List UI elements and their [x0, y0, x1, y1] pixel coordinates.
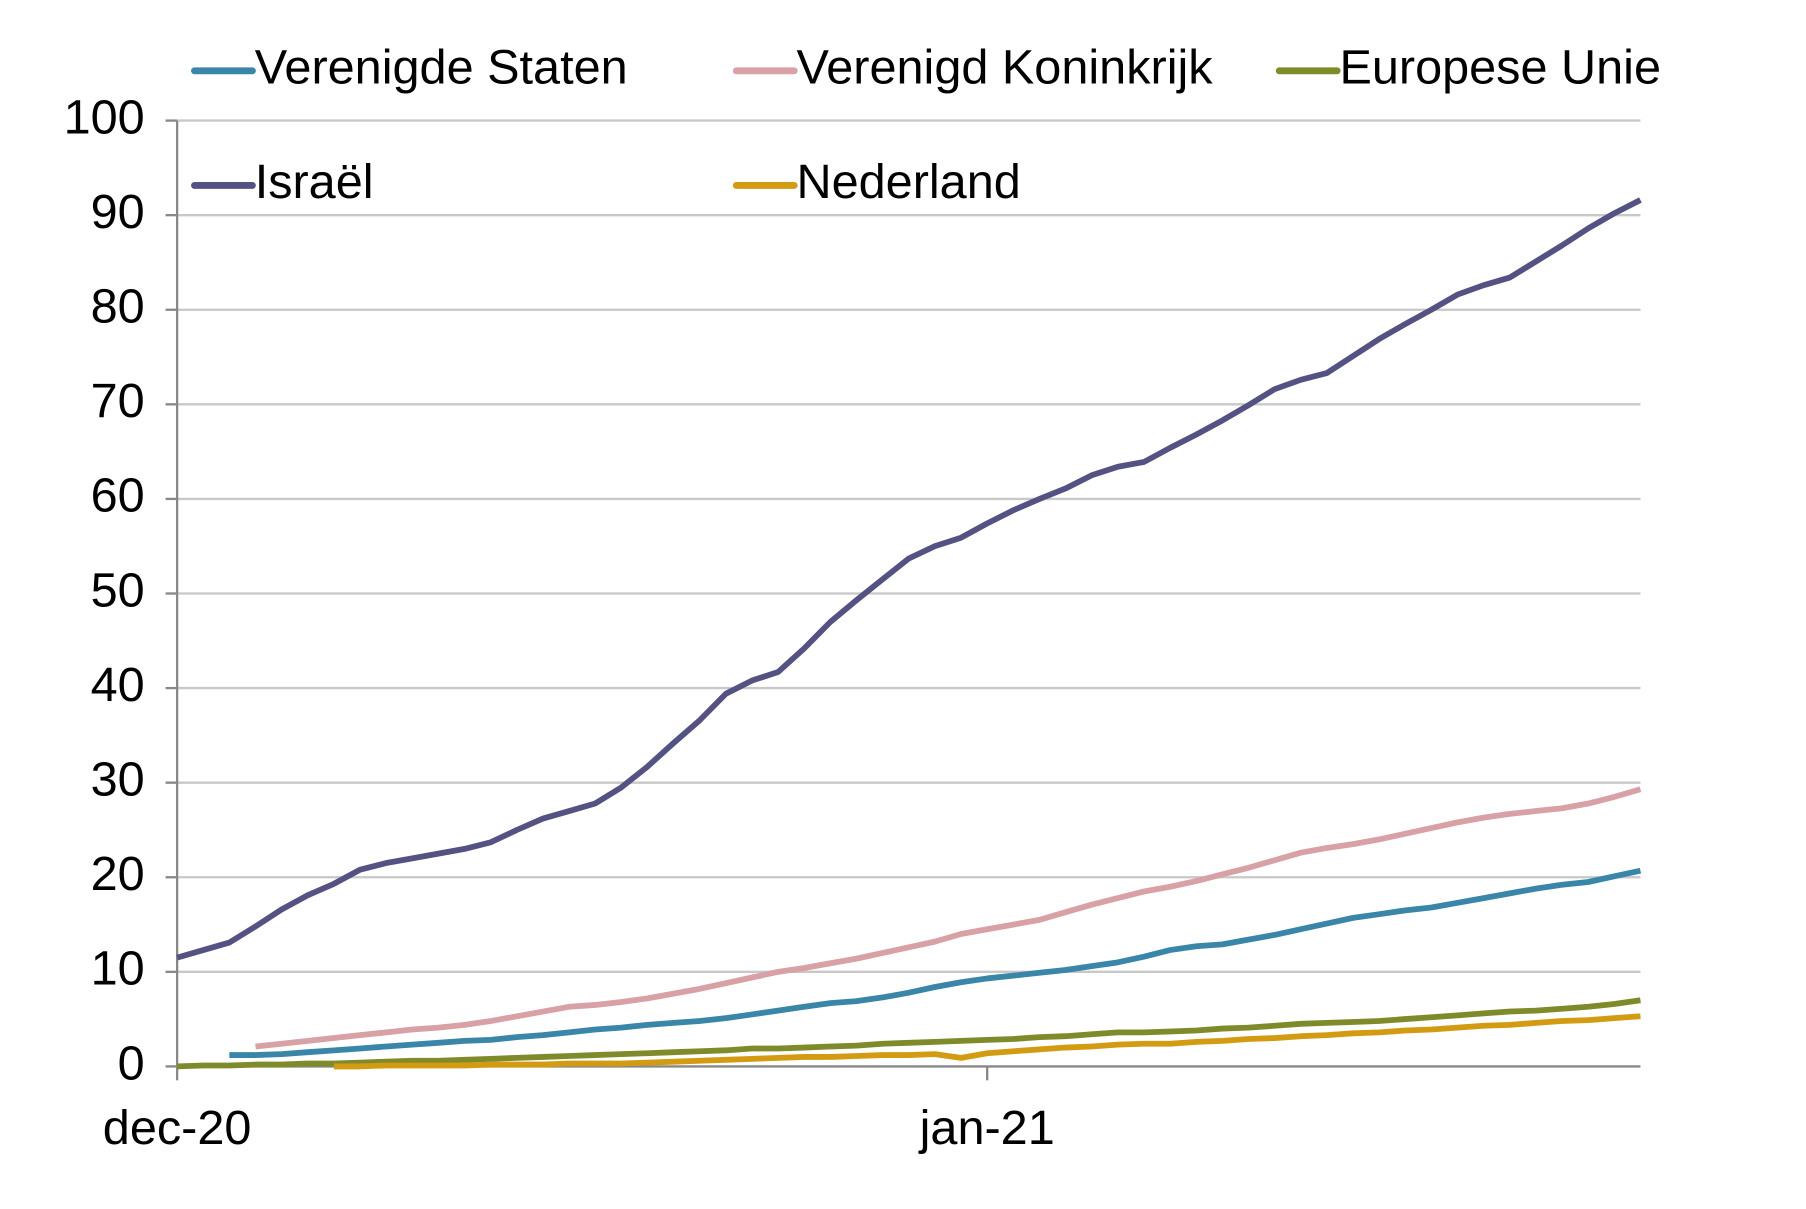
y-tick-label: 80: [91, 280, 145, 334]
series-line: [255, 786, 1642, 1050]
y-tick-label: 30: [91, 753, 145, 807]
legend-label: Israël: [255, 155, 374, 209]
x-tick-label: dec-20: [103, 1101, 252, 1155]
y-tick-label: 40: [91, 658, 145, 712]
y-tick-label: 10: [91, 942, 145, 996]
legend-label: Verenigde Staten: [255, 41, 628, 95]
series-line: [176, 197, 1642, 961]
x-tick-label: jan-21: [918, 1101, 1055, 1155]
y-tick-label: 50: [91, 563, 145, 617]
series-line: [177, 997, 1641, 1070]
y-tick-label: 70: [91, 374, 145, 428]
legend-label: Nederland: [796, 155, 1020, 209]
series-line: [333, 1013, 1641, 1070]
series-line: [229, 867, 1642, 1058]
y-tick-label: 100: [64, 90, 145, 144]
y-tick-label: 0: [118, 1036, 145, 1090]
y-tick-label: 90: [91, 185, 145, 239]
legend-label: Europese Unie: [1339, 41, 1661, 95]
y-tick-label: 20: [91, 847, 145, 901]
legend-label: Verenigd Koninkrijk: [796, 41, 1213, 95]
y-tick-label: 60: [91, 469, 145, 523]
